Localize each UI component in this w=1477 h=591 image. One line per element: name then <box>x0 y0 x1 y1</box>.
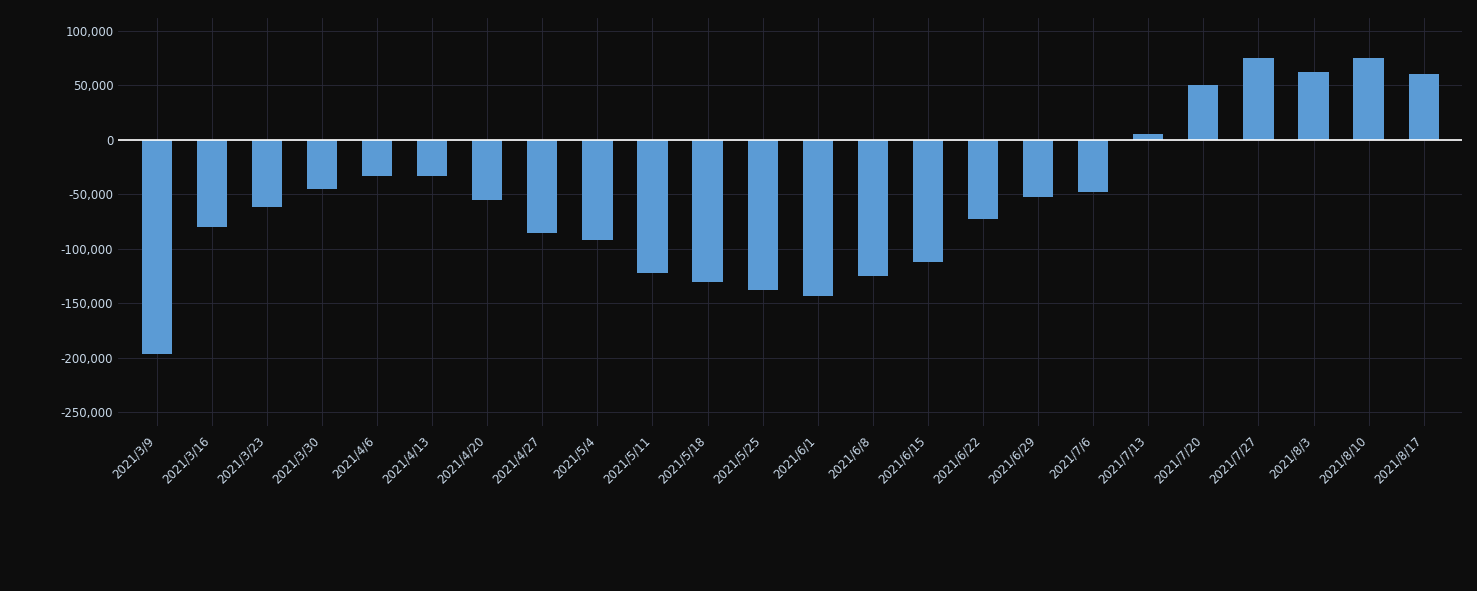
Bar <box>858 140 888 276</box>
Bar <box>417 140 448 176</box>
Bar <box>1024 140 1053 197</box>
Bar <box>251 140 282 207</box>
Bar <box>1353 58 1384 140</box>
Bar <box>1244 58 1273 140</box>
Bar <box>693 140 722 281</box>
Bar <box>913 140 942 262</box>
Bar <box>967 140 998 219</box>
Bar <box>638 140 668 273</box>
Bar <box>1078 140 1108 192</box>
Bar <box>142 140 171 353</box>
Bar <box>1298 72 1329 140</box>
Bar <box>1188 85 1219 140</box>
Bar <box>582 140 613 240</box>
Bar <box>307 140 337 189</box>
Bar <box>527 140 557 232</box>
Bar <box>1133 134 1164 140</box>
Bar <box>747 140 778 290</box>
Bar <box>1409 74 1439 140</box>
Bar <box>802 140 833 296</box>
Bar <box>362 140 393 176</box>
Bar <box>196 140 227 227</box>
Bar <box>473 140 502 200</box>
